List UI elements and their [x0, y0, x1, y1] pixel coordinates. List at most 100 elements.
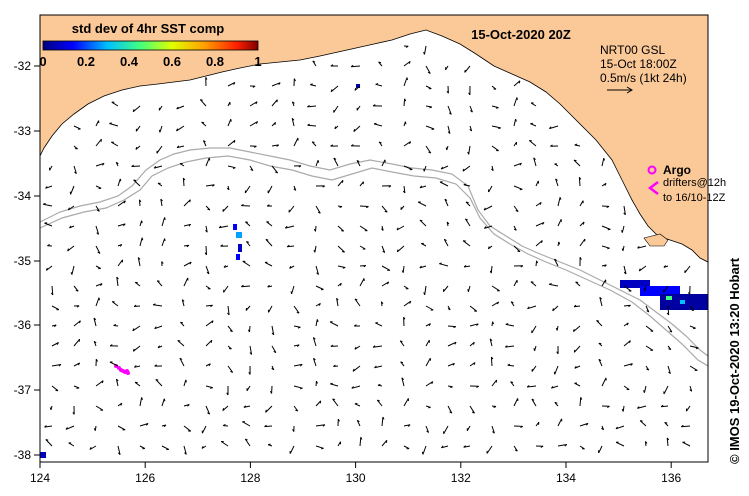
current-vector-head — [319, 400, 322, 404]
current-vector-head — [179, 357, 183, 360]
current-vector-head — [154, 364, 158, 367]
current-vector-head — [227, 312, 230, 316]
current-vector-head — [137, 257, 141, 260]
current-vector — [249, 121, 258, 127]
current-vector-head — [313, 357, 316, 361]
current-vector-head — [276, 144, 280, 147]
current-vector-head — [448, 112, 452, 115]
current-vector — [491, 125, 501, 129]
current-vector-head — [353, 128, 356, 132]
current-vector-head — [401, 377, 405, 381]
current-vector — [489, 338, 493, 347]
current-vector-head — [109, 344, 113, 347]
current-vector-head — [176, 145, 180, 148]
current-vector-head — [470, 110, 473, 113]
current-vector-head — [407, 424, 411, 427]
current-vector-head — [426, 430, 429, 433]
current-vector — [375, 83, 383, 87]
current-vector-head — [43, 202, 46, 205]
current-vector — [491, 425, 495, 434]
current-vector — [183, 223, 191, 227]
current-vector — [623, 265, 627, 275]
current-vector — [601, 225, 611, 230]
current-vector-head — [558, 241, 561, 245]
current-vector — [463, 445, 471, 448]
current-vector-head — [463, 265, 467, 268]
current-vector-head — [45, 439, 49, 441]
current-vector-head — [141, 237, 144, 241]
current-vector-head — [582, 221, 585, 225]
current-vector — [402, 265, 405, 273]
current-vector-head — [273, 350, 277, 354]
current-vector — [643, 385, 647, 393]
current-vector-head — [373, 122, 377, 125]
current-vector-head — [428, 151, 432, 154]
current-vector — [117, 223, 126, 227]
current-vector — [115, 378, 119, 387]
current-vector-head — [396, 227, 399, 231]
current-vector — [70, 185, 75, 195]
current-vector-head — [409, 141, 412, 145]
current-vector — [667, 325, 673, 333]
current-vector — [205, 245, 207, 255]
current-vector-head — [607, 247, 610, 250]
current-vector-head — [315, 380, 318, 384]
current-vectors — [43, 45, 699, 456]
credit-text: © IMOS 19-Oct-2020 13:20 Hobart — [727, 257, 742, 464]
current-vector-head — [353, 324, 357, 327]
current-vector-head — [574, 365, 577, 369]
current-vector — [199, 99, 207, 107]
current-vector-head — [153, 165, 157, 169]
current-vector — [623, 304, 631, 307]
current-legend-line3: 0.5m/s (1kt 24h) — [600, 71, 687, 85]
y-tick-label: -38 — [14, 448, 32, 462]
current-vector — [291, 118, 295, 127]
current-vector — [425, 381, 434, 387]
current-vector — [663, 285, 669, 293]
current-vector — [376, 399, 383, 407]
current-vector — [549, 283, 559, 287]
current-vector — [505, 323, 515, 327]
current-vector-head — [402, 190, 406, 194]
x-tick-label: 130 — [346, 471, 366, 485]
current-vector — [462, 240, 471, 247]
current-vector — [293, 385, 303, 389]
current-vector — [264, 425, 273, 428]
current-vector-head — [205, 77, 208, 80]
current-vector — [249, 101, 258, 107]
current-vector-head — [669, 330, 673, 333]
current-vector — [443, 425, 449, 435]
current-vector — [417, 201, 427, 207]
current-vector-head — [445, 147, 448, 151]
current-vector — [469, 305, 478, 312]
current-vector — [381, 205, 388, 213]
current-vector-head — [573, 304, 577, 308]
current-vector — [403, 60, 411, 67]
current-vector — [469, 323, 479, 327]
current-vector — [95, 120, 100, 127]
current-vector — [205, 265, 210, 274]
current-vector-head — [298, 165, 302, 168]
current-vector-head — [579, 257, 582, 260]
current-vector — [138, 199, 141, 207]
x-axis: 124 126 128 130 132 134 136 — [30, 462, 682, 485]
current-vector — [469, 405, 475, 414]
current-vector — [666, 437, 669, 447]
current-vector — [359, 205, 369, 207]
current-vector-head — [205, 229, 208, 233]
current-vector-head — [284, 225, 288, 229]
current-vector — [73, 125, 81, 130]
current-vector — [51, 305, 60, 311]
current-vector-head — [378, 141, 382, 144]
current-vector — [315, 445, 324, 449]
current-vector-head — [271, 367, 275, 371]
current-vector-head — [161, 261, 164, 264]
current-vector — [381, 281, 389, 287]
current-vector-head — [220, 244, 224, 247]
current-vector-head — [226, 392, 229, 396]
current-vector — [249, 345, 253, 355]
current-vector-head — [431, 128, 435, 130]
y-axis: -32 -33 -34 -35 -36 -37 -38 — [14, 59, 40, 462]
current-vector-head — [643, 390, 645, 393]
